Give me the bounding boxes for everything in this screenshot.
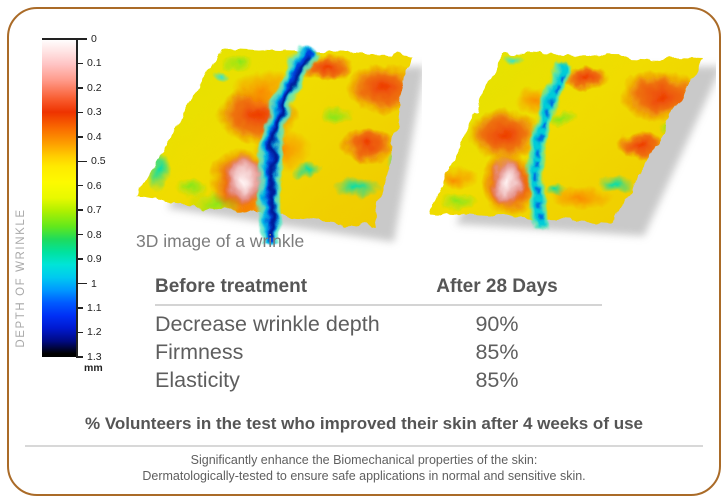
tick-mark: [78, 356, 83, 358]
colorbar-tick: 0.6: [78, 179, 106, 192]
colorbar-axis-line: [76, 38, 78, 358]
colorbar-tick: 0.2: [78, 81, 106, 94]
colorbar-tick-label: 1.3: [87, 350, 102, 363]
colorbar-tick: 1.1: [78, 301, 106, 314]
wrinkle-groove-after: [527, 61, 572, 230]
tick-mark: [78, 282, 87, 285]
image-caption: 3D image of a wrinkle: [136, 231, 305, 251]
colorbar-tick-label: 1.2: [87, 326, 102, 339]
after-surface-image: [429, 52, 716, 236]
pink-peak-highlight: [223, 154, 265, 206]
wrinkle-groove-before: [258, 45, 318, 246]
tick-mark: [78, 331, 83, 334]
colorbar-tick-label: 0.8: [87, 228, 102, 241]
colorbar-tick: 0.5: [78, 155, 106, 168]
colorbar-tick-label: 0.5: [91, 155, 106, 168]
row-label: Elasticity: [155, 368, 240, 392]
table-body: Decrease wrinkle depth 90% Firmness 85% …: [155, 310, 602, 394]
colorbar-tick-label: 0.4: [87, 130, 102, 143]
colorbar-tick: 0.3: [78, 106, 106, 119]
row-value: 90%: [475, 312, 519, 336]
column-header-after: After 28 Days: [436, 276, 558, 297]
table-row: Decrease wrinkle depth 90%: [155, 310, 602, 338]
tick-mark: [78, 233, 83, 236]
row-label: Decrease wrinkle depth: [155, 312, 380, 336]
tick-mark: [78, 160, 87, 163]
footer-divider: [25, 445, 703, 447]
table-row: Firmness 85%: [155, 338, 602, 366]
colorbar-tick-label: 0.6: [87, 179, 102, 192]
colorbar-tick: 0: [78, 33, 106, 45]
pink-peak-highlight: [491, 156, 525, 208]
summary-text: % Volunteers in the test who improved th…: [85, 414, 643, 433]
table-header-rule: [155, 304, 602, 306]
table-row: Elasticity 85%: [155, 366, 602, 394]
colorbar-tick-label: 0.3: [87, 106, 102, 119]
before-surface-image: [136, 45, 422, 246]
tick-mark: [78, 38, 87, 40]
colorbar-tick: 0.9: [78, 253, 106, 266]
results-table: Before treatment After 28 Days Decrease …: [155, 276, 602, 394]
colorbar-tick: 0.1: [78, 57, 106, 70]
tick-mark: [78, 62, 83, 65]
colorbar-tick-label: 0.2: [87, 81, 102, 94]
colorbar-tick: 0.8: [78, 228, 106, 241]
tick-mark: [78, 209, 83, 211]
colorbar-ticks: 0 0.1 0.2 0.3 0.4 0.5 0.6 0.7 0.8 0.9 1 …: [78, 33, 106, 363]
row-value: 85%: [475, 368, 519, 392]
colorbar-tick-label: 1: [91, 277, 97, 290]
row-label: Firmness: [155, 340, 244, 364]
tick-mark: [78, 258, 83, 260]
colorbar-unit-label: mm: [84, 362, 103, 374]
tick-mark: [78, 307, 83, 309]
column-header-before: Before treatment: [155, 276, 308, 297]
colorbar-tick-label: 0.9: [87, 253, 102, 266]
colorbar-tick: 1.3: [78, 350, 106, 363]
tick-mark: [78, 111, 83, 114]
colorbar-tick: 0.7: [78, 204, 106, 217]
colorbar-tick: 1.2: [78, 326, 106, 339]
footer-line-2: Dermatologically-tested to ensure safe a…: [142, 469, 586, 483]
colorbar-tick-label: 0: [91, 33, 97, 45]
tick-mark: [78, 184, 83, 187]
tick-mark: [78, 87, 83, 89]
colorbar-tick-label: 1.1: [87, 301, 102, 314]
tick-mark: [78, 136, 83, 138]
footer-line-1: Significantly enhance the Biomechanical …: [190, 453, 538, 467]
colorbar-axis-label: DEPTH OF WRINKLE: [15, 208, 27, 348]
colorbar-tick: 0.4: [78, 130, 106, 143]
colorbar-tick-label: 0.1: [87, 57, 102, 70]
colorbar-tick-label: 0.7: [87, 204, 102, 217]
colorbar-gradient: [42, 39, 76, 357]
row-value: 85%: [475, 340, 519, 364]
table-header-row: Before treatment After 28 Days: [155, 276, 602, 298]
colorbar-top-tick: [42, 38, 83, 40]
colorbar-tick: 1: [78, 277, 106, 290]
